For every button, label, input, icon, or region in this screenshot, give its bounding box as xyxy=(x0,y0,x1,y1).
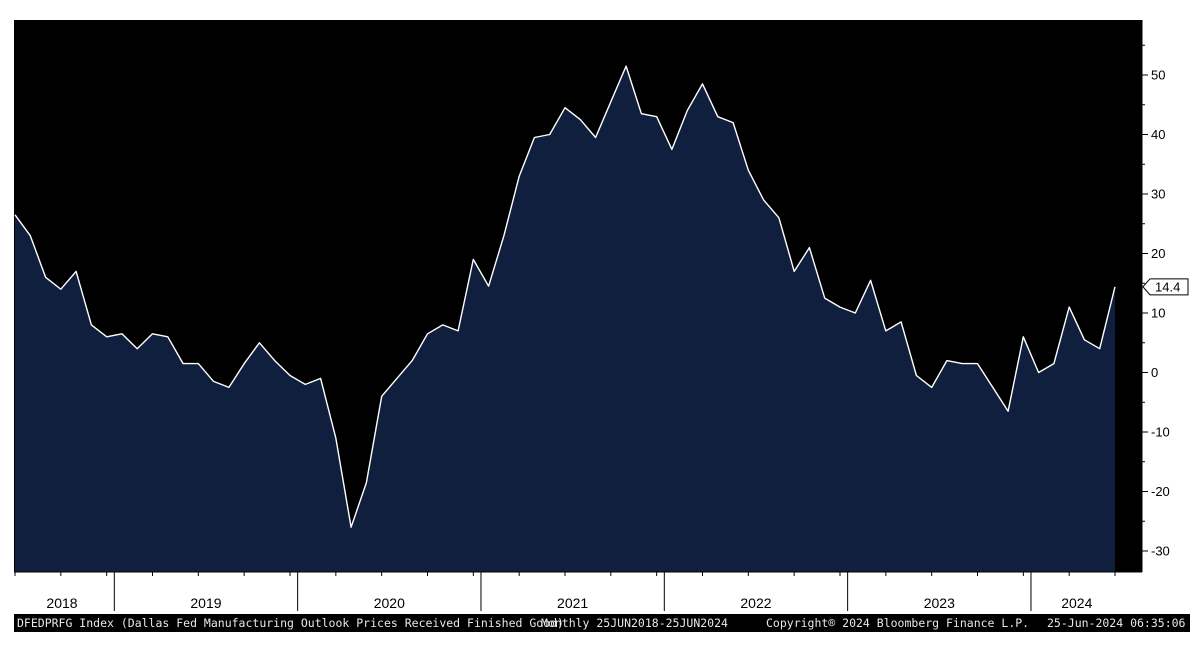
x-year-label: 2021 xyxy=(557,595,588,611)
y-tick-label: -10 xyxy=(1151,425,1170,440)
footer-ticker-description: DFEDPRFG Index (Dallas Fed Manufacturing… xyxy=(17,616,564,630)
x-axis-band xyxy=(14,572,1142,614)
y-tick-label: 30 xyxy=(1151,187,1165,202)
x-year-label: 2023 xyxy=(924,595,955,611)
data-area-layer xyxy=(14,65,1116,572)
x-year-label: 2018 xyxy=(46,595,77,611)
y-tick-label: -20 xyxy=(1151,484,1170,499)
last-value-label: 14.4 xyxy=(1155,279,1180,294)
chart-footer: DFEDPRFG Index (Dallas Fed Manufacturing… xyxy=(14,614,1190,632)
y-tick-label: 40 xyxy=(1151,127,1165,142)
last-value-marker xyxy=(1142,278,1189,296)
right-axis-background xyxy=(1142,20,1188,572)
x-year-label: 2022 xyxy=(740,595,771,611)
x-axis-ticks: 2018 2019 2020 2021 2022 2023 2024 xyxy=(14,572,1116,611)
series-line xyxy=(14,65,1116,528)
series-area-fill xyxy=(15,66,1115,572)
x-year-label: 2024 xyxy=(1061,595,1092,611)
footer-timestamp: 25-Jun-2024 06:35:06 xyxy=(1047,616,1186,630)
x-year-label: 2020 xyxy=(374,595,405,611)
footer-date-range: Monthly 25JUN2018-25JUN2024 xyxy=(541,616,728,630)
y-tick-label: 50 xyxy=(1151,68,1165,83)
x-year-label: 2019 xyxy=(190,595,221,611)
y-tick-label: 20 xyxy=(1151,246,1165,261)
y-tick-label: 10 xyxy=(1151,306,1165,321)
last-value-label-layer: 14.4 xyxy=(1142,278,1189,296)
footer-copyright: Copyright® 2024 Bloomberg Finance L.P. xyxy=(766,616,1030,630)
y-tick-label: -30 xyxy=(1151,544,1170,559)
y-tick-label: 0 xyxy=(1151,365,1158,380)
y-axis-ticks: 50 40 30 20 10 0 -10 -20 -30 xyxy=(1142,44,1170,559)
